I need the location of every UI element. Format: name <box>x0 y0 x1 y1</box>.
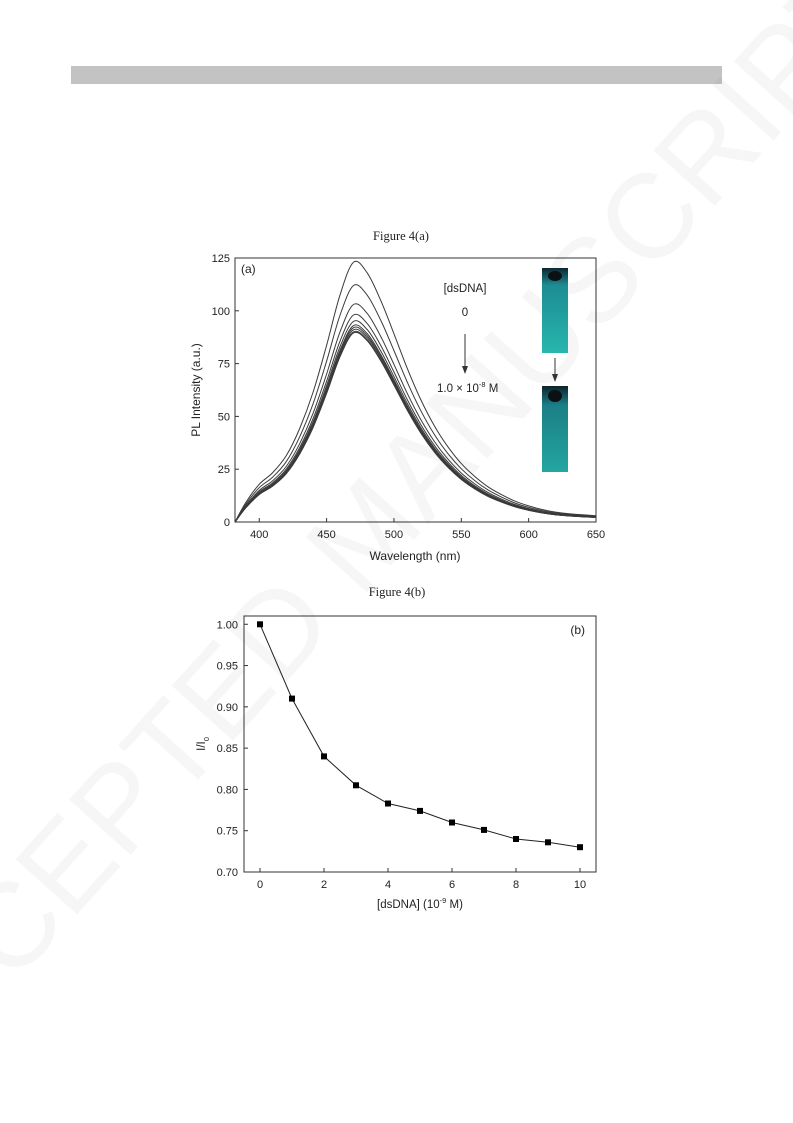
header-bar <box>71 66 722 84</box>
chart-a-legend-title: [dsDNA] <box>444 283 487 295</box>
chart-a-y-tick-label: 0 <box>224 517 230 529</box>
chart-a-x-tick-label: 550 <box>452 529 470 541</box>
chart-a-y-tick-label: 25 <box>218 464 230 476</box>
chart-b-data-point <box>545 839 551 846</box>
chart-a-series-line <box>234 284 597 523</box>
chart-b-y-tick-label: 1.00 <box>217 619 238 631</box>
chart-a-x-tick-label: 500 <box>385 529 403 541</box>
chart-b-data-point <box>481 826 487 833</box>
chart-b-y-tick-label: 0.80 <box>217 784 238 796</box>
chart-a-pl-spectra: 0 25 50 75 100 125 400 450 500 550 600 650 (a) [ds… <box>189 253 605 563</box>
chart-b-relative-intensity: 0.70 0.75 0.80 0.85 0.90 0.95 1.00 0 2 4 6 8 10 (b)… <box>196 615 597 911</box>
chart-b-x-tick-label: 2 <box>321 879 327 891</box>
chart-b-data-point <box>321 753 327 760</box>
chart-a-series-line <box>234 328 597 523</box>
cuvette-arrow <box>552 358 558 382</box>
chart-a-x-axis: 400 450 500 550 600 650 <box>250 518 605 541</box>
chart-a-down-arrow <box>462 334 468 374</box>
figure-4a-caption: Figure 4(a) <box>373 229 429 243</box>
cuvette-photo-before <box>542 268 568 353</box>
chart-a-series-line <box>234 303 597 523</box>
chart-a-series-line <box>234 330 597 523</box>
chart-b-x-tick-label: 8 <box>513 879 519 891</box>
chart-b-plot-frame <box>243 615 597 873</box>
chart-b-x-tick-label: 4 <box>385 879 391 891</box>
chart-b-y-tick-label: 0.85 <box>217 743 238 755</box>
chart-a-y-tick-label: 100 <box>212 306 230 318</box>
chart-b-data-point <box>577 844 583 851</box>
chart-a-conc-start: 0 <box>462 307 468 319</box>
chart-a-x-label: Wavelength (nm) <box>370 549 461 563</box>
chart-b-data-point <box>257 621 263 628</box>
chart-b-panel-label: (b) <box>570 623 585 637</box>
chart-a-conc-end: 1.0 × 10-8 M <box>437 380 498 395</box>
chart-a-y-axis: 0 25 50 75 100 125 <box>212 253 239 529</box>
chart-b-y-tick-label: 0.70 <box>217 867 238 879</box>
chart-b-data-point <box>289 695 295 702</box>
chart-b-series <box>257 621 583 851</box>
chart-b-y-tick-label: 0.75 <box>217 826 238 838</box>
chart-a-y-tick-label: 75 <box>218 359 230 371</box>
chart-a-series-line <box>234 260 597 523</box>
chart-b-x-label: [dsDNA] (10-9 M) <box>377 896 463 911</box>
figure-4b-caption: Figure 4(b) <box>368 585 426 599</box>
chart-a-y-tick-label: 125 <box>212 253 230 265</box>
chart-a-series-line <box>234 331 597 523</box>
chart-b-y-tick-label: 0.90 <box>217 702 238 714</box>
chart-a-plot-frame <box>234 257 597 523</box>
chart-b-data-point <box>353 782 359 789</box>
chart-a-panel-label: (a) <box>241 262 256 276</box>
chart-a-y-tick-label: 50 <box>218 411 230 423</box>
chart-b-x-tick-label: 0 <box>257 879 263 891</box>
chart-b-y-axis: 0.70 0.75 0.80 0.85 0.90 0.95 1.00 <box>217 619 248 879</box>
chart-b-x-tick-label: 10 <box>574 879 586 891</box>
chart-b-data-point <box>385 800 391 807</box>
chart-a-x-tick-label: 650 <box>587 529 605 541</box>
chart-a-x-tick-label: 400 <box>250 529 268 541</box>
chart-a-y-label: PL Intensity (a.u.) <box>189 343 203 437</box>
chart-b-data-point <box>513 836 519 842</box>
chart-b-x-tick-label: 6 <box>449 879 455 891</box>
chart-b-y-tick-label: 0.95 <box>217 661 238 673</box>
chart-a-series-group <box>234 260 597 523</box>
chart-a-x-tick-label: 450 <box>317 529 335 541</box>
chart-b-y-label: I/I0 <box>196 737 211 751</box>
chart-b-data-point <box>417 807 423 814</box>
cuvette-photo-after <box>542 386 568 472</box>
chart-b-data-point <box>449 819 455 826</box>
chart-b-x-axis: 0 2 4 6 8 10 <box>257 868 586 891</box>
chart-a-x-tick-label: 600 <box>519 529 537 541</box>
